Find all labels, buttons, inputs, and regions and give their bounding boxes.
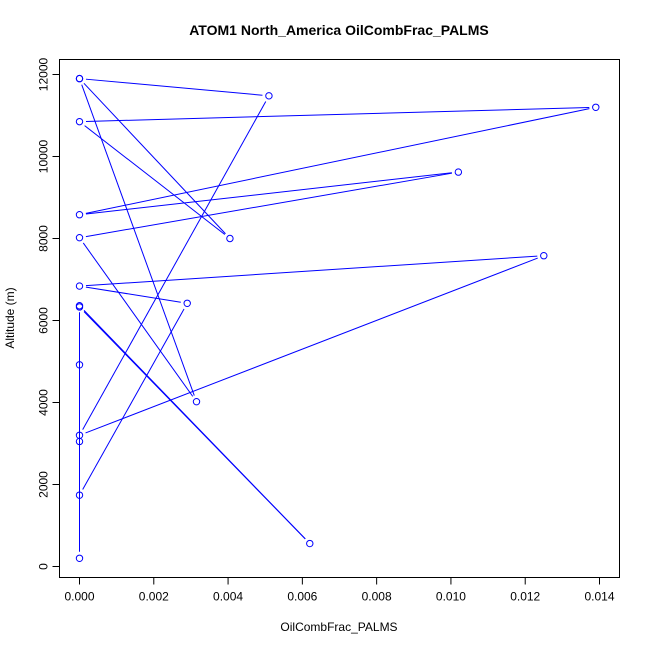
data-point	[75, 233, 84, 242]
data-point	[75, 491, 84, 499]
series-segment	[85, 286, 181, 303]
series-segment	[82, 101, 267, 430]
series-points	[75, 74, 600, 562]
x-tick-label: 0.014	[584, 590, 614, 604]
y-tick-label: 8000	[37, 225, 51, 252]
series-segment	[85, 106, 590, 122]
x-axis: 0.000 0.002 0.004 0.006 0.008 0.010 0.012 0.014	[64, 577, 615, 604]
x-tick-label: 0.008	[362, 590, 392, 604]
y-tick-label: 6000	[37, 307, 51, 334]
x-tick-label: 0.006	[287, 590, 317, 604]
series-segment	[85, 108, 590, 214]
data-point	[306, 539, 314, 548]
data-point	[75, 74, 84, 83]
data-point	[454, 168, 463, 176]
series-segment	[83, 82, 226, 235]
data-point	[183, 299, 191, 307]
y-tick-label: 0	[37, 563, 51, 570]
series-segment	[85, 172, 452, 215]
data-point	[265, 92, 273, 100]
series-segment	[82, 242, 194, 397]
y-axis: 0 2000 4000 6000 8000 10000 12000	[37, 57, 60, 570]
data-point	[75, 282, 84, 290]
x-tick-label: 0.000	[64, 590, 94, 604]
series-lines	[79, 78, 590, 552]
data-point	[226, 234, 234, 243]
data-point	[75, 361, 84, 369]
series-segment	[85, 172, 453, 238]
y-axis-label: Altitude (m)	[3, 287, 17, 348]
y-tick-label: 2000	[37, 471, 51, 498]
y-tick-label: 10000	[37, 139, 51, 173]
y-tick-label: 12000	[37, 57, 51, 91]
x-tick-label: 0.002	[139, 590, 169, 604]
series-segment	[85, 257, 538, 434]
series-segment	[85, 255, 538, 287]
data-point	[540, 252, 548, 260]
x-tick-label: 0.012	[510, 590, 540, 604]
series-segment	[84, 125, 226, 235]
series-segment	[81, 84, 195, 396]
series-segment	[85, 78, 263, 96]
plot-area-border	[59, 59, 620, 578]
data-point	[592, 103, 600, 112]
series-segment	[82, 308, 185, 490]
x-tick-label: 0.010	[436, 590, 466, 604]
data-point	[75, 302, 84, 310]
data-point	[192, 397, 201, 406]
series-segment	[83, 310, 306, 540]
y-tick-label: 4000	[37, 389, 51, 416]
x-axis-label: OilCombFrac_PALMS	[280, 620, 397, 634]
data-point	[75, 554, 84, 562]
data-point	[75, 211, 84, 219]
x-tick-label: 0.004	[213, 590, 243, 604]
data-point	[75, 117, 84, 126]
chart-title: ATOM1 North_America OilCombFrac_PALMS	[189, 22, 489, 38]
data-point	[75, 437, 84, 446]
